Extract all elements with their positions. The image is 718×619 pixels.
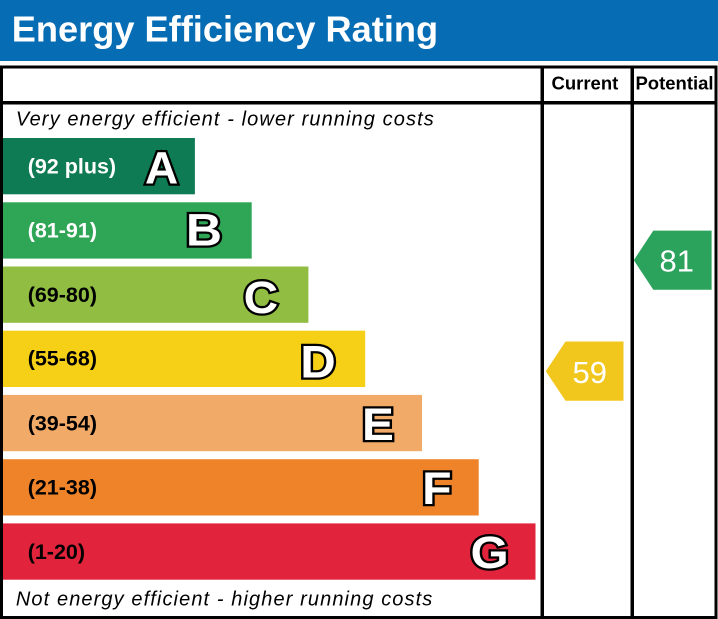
svg-text:Very energy efficient - lower: Very energy efficient - lower running co… [16,109,435,131]
svg-text:(69-80): (69-80) [28,283,97,307]
svg-text:(21-38): (21-38) [28,476,97,500]
svg-text:G: G [470,528,508,579]
svg-text:C: C [244,272,278,323]
svg-text:F: F [422,463,451,513]
svg-text:59: 59 [573,355,607,390]
svg-text:Potential: Potential [635,72,713,93]
svg-text:(55-68): (55-68) [28,347,97,371]
svg-text:(81-91): (81-91) [28,219,97,243]
svg-text:Current: Current [551,72,618,93]
svg-text:(39-54): (39-54) [28,411,97,435]
svg-text:A: A [145,143,178,194]
svg-text:81: 81 [659,244,693,279]
svg-text:Energy Efficiency Rating: Energy Efficiency Rating [12,9,438,50]
svg-text:(92 plus): (92 plus) [28,154,116,178]
svg-text:E: E [362,399,394,450]
svg-text:B: B [186,206,222,256]
svg-text:Not energy efficient - higher: Not energy efficient - higher running co… [16,589,434,611]
svg-text:(1-20): (1-20) [28,540,85,564]
svg-text:D: D [300,337,335,388]
